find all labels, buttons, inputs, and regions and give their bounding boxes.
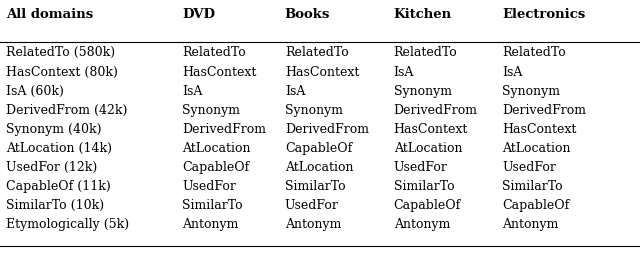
- Text: Antonym: Antonym: [502, 218, 559, 232]
- Text: AtLocation: AtLocation: [182, 142, 251, 155]
- Text: HasContext: HasContext: [394, 123, 468, 136]
- Text: CapableOf: CapableOf: [182, 161, 250, 174]
- Text: Synonym: Synonym: [285, 104, 343, 117]
- Text: RelatedTo: RelatedTo: [394, 46, 458, 60]
- Text: UsedFor: UsedFor: [394, 161, 447, 174]
- Text: UsedFor: UsedFor: [285, 199, 339, 212]
- Text: IsA (60k): IsA (60k): [6, 85, 64, 98]
- Text: UsedFor (12k): UsedFor (12k): [6, 161, 98, 174]
- Text: All domains: All domains: [6, 8, 93, 21]
- Text: Antonym: Antonym: [394, 218, 450, 232]
- Text: SimilarTo: SimilarTo: [182, 199, 243, 212]
- Text: SimilarTo: SimilarTo: [502, 180, 563, 193]
- Text: CapableOf: CapableOf: [285, 142, 352, 155]
- Text: Etymologically (5k): Etymologically (5k): [6, 218, 129, 232]
- Text: Synonym: Synonym: [502, 85, 561, 98]
- Text: Electronics: Electronics: [502, 8, 586, 21]
- Text: HasContext: HasContext: [502, 123, 577, 136]
- Text: CapableOf: CapableOf: [502, 199, 570, 212]
- Text: DerivedFrom: DerivedFrom: [502, 104, 586, 117]
- Text: UsedFor: UsedFor: [502, 161, 556, 174]
- Text: DVD: DVD: [182, 8, 216, 21]
- Text: HasContext (80k): HasContext (80k): [6, 66, 118, 79]
- Text: Antonym: Antonym: [285, 218, 341, 232]
- Text: IsA: IsA: [285, 85, 305, 98]
- Text: AtLocation: AtLocation: [285, 161, 353, 174]
- Text: DerivedFrom: DerivedFrom: [182, 123, 266, 136]
- Text: AtLocation (14k): AtLocation (14k): [6, 142, 113, 155]
- Text: Synonym: Synonym: [394, 85, 452, 98]
- Text: DerivedFrom: DerivedFrom: [394, 104, 477, 117]
- Text: RelatedTo: RelatedTo: [285, 46, 349, 60]
- Text: Synonym: Synonym: [182, 104, 241, 117]
- Text: SimilarTo: SimilarTo: [285, 180, 346, 193]
- Text: UsedFor: UsedFor: [182, 180, 236, 193]
- Text: IsA: IsA: [502, 66, 523, 79]
- Text: HasContext: HasContext: [182, 66, 257, 79]
- Text: Synonym (40k): Synonym (40k): [6, 123, 102, 136]
- Text: Books: Books: [285, 8, 330, 21]
- Text: HasContext: HasContext: [285, 66, 359, 79]
- Text: Antonym: Antonym: [182, 218, 239, 232]
- Text: AtLocation: AtLocation: [502, 142, 571, 155]
- Text: CapableOf: CapableOf: [394, 199, 461, 212]
- Text: SimilarTo (10k): SimilarTo (10k): [6, 199, 104, 212]
- Text: IsA: IsA: [182, 85, 203, 98]
- Text: AtLocation: AtLocation: [394, 142, 462, 155]
- Text: RelatedTo: RelatedTo: [502, 46, 566, 60]
- Text: CapableOf (11k): CapableOf (11k): [6, 180, 111, 193]
- Text: DerivedFrom: DerivedFrom: [285, 123, 369, 136]
- Text: RelatedTo: RelatedTo: [182, 46, 246, 60]
- Text: RelatedTo (580k): RelatedTo (580k): [6, 46, 116, 60]
- Text: Kitchen: Kitchen: [394, 8, 452, 21]
- Text: DerivedFrom (42k): DerivedFrom (42k): [6, 104, 128, 117]
- Text: IsA: IsA: [394, 66, 414, 79]
- Text: SimilarTo: SimilarTo: [394, 180, 454, 193]
